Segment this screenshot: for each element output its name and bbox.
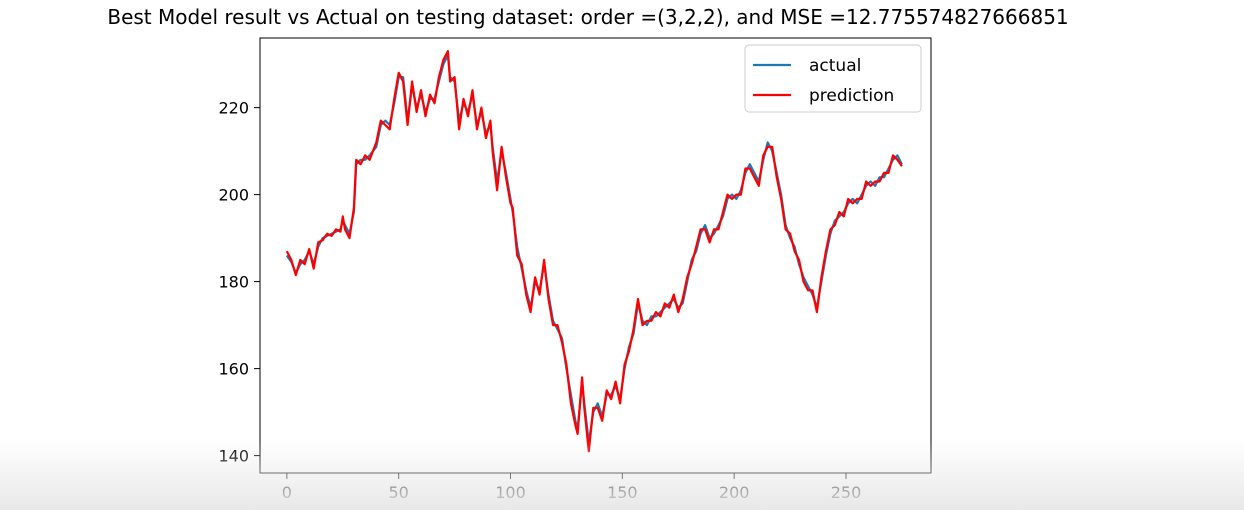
x-tick-label: 200 xyxy=(719,483,750,502)
y-tick-label: 220 xyxy=(218,99,249,118)
legend-label-actual: actual xyxy=(809,56,861,76)
x-tick-label: 150 xyxy=(607,483,638,502)
y-tick-label: 160 xyxy=(218,360,249,379)
x-tick-label: 100 xyxy=(495,483,526,502)
y-tick-label: 180 xyxy=(218,273,249,292)
x-tick-label: 0 xyxy=(282,483,292,502)
y-tick-label: 140 xyxy=(218,447,249,466)
series-line-prediction xyxy=(285,50,903,453)
x-tick-label: 50 xyxy=(388,483,408,502)
chart-title: Best Model result vs Actual on testing d… xyxy=(107,5,1068,29)
y-tick-label: 200 xyxy=(218,186,249,205)
legend: actual prediction xyxy=(744,44,922,113)
series-layer xyxy=(285,50,903,453)
legend-label-prediction: prediction xyxy=(809,86,894,106)
x-tick-label: 250 xyxy=(831,483,862,502)
